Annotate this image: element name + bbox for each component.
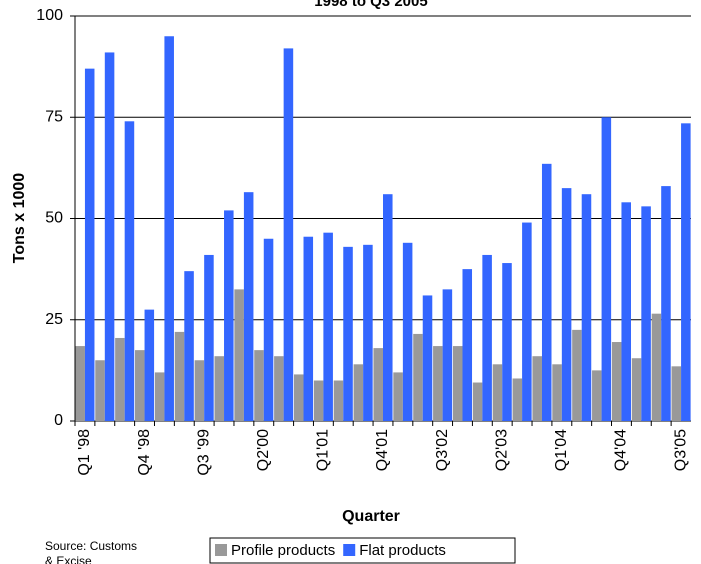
y-tick-label: 100 [36, 7, 63, 24]
bar [581, 194, 592, 421]
x-tick-label: Q1'01 [315, 429, 332, 471]
bar [661, 186, 671, 421]
y-tick-label: 50 [45, 210, 63, 227]
bar [333, 380, 344, 421]
bar [541, 163, 552, 421]
source-note: & Excise [45, 554, 92, 564]
bar [95, 360, 105, 421]
bar [243, 192, 254, 421]
y-axis-label: Tons x 1000 [11, 173, 28, 264]
bar [472, 382, 483, 421]
bar [592, 370, 602, 421]
bar [561, 188, 572, 421]
bar [383, 194, 393, 421]
x-tick-label: Q4'04 [613, 429, 630, 471]
bar [512, 378, 523, 421]
bar [263, 238, 274, 421]
bar [393, 372, 403, 421]
x-tick-label: Q1 '98 [76, 429, 93, 476]
x-axis-label: Quarter [342, 508, 400, 525]
bar [154, 372, 165, 421]
bar [502, 263, 512, 421]
bar [402, 242, 413, 421]
bar [274, 356, 284, 421]
bar [194, 360, 205, 421]
bar [283, 48, 294, 422]
bar [641, 206, 651, 421]
bar [413, 333, 423, 421]
bar [681, 123, 691, 421]
bar [174, 331, 185, 421]
legend-label: Flat products [359, 542, 446, 559]
x-tick-label: Q3 '99 [195, 429, 212, 476]
bar [452, 346, 463, 421]
bar [164, 36, 174, 421]
bar [651, 313, 662, 421]
bar [124, 121, 135, 422]
bar [601, 117, 612, 421]
x-tick-label: Q2'03 [493, 429, 510, 471]
bar [671, 366, 682, 421]
bar [104, 52, 115, 421]
bar [522, 222, 532, 421]
bar [75, 346, 85, 421]
bar [482, 254, 492, 421]
bar [135, 350, 145, 421]
bar [552, 364, 562, 421]
y-tick-label: 75 [45, 108, 63, 125]
bar [343, 246, 353, 421]
bar [214, 356, 225, 421]
bar [115, 337, 125, 421]
bar [363, 244, 373, 421]
bar [144, 309, 155, 421]
bar [224, 210, 234, 421]
bar [433, 346, 443, 421]
legend-swatch [343, 544, 356, 556]
x-tick-label: Q1'04 [553, 429, 570, 471]
source-note: Source: Customs [45, 539, 137, 553]
bar [84, 68, 95, 422]
bar [631, 358, 642, 421]
legend-box [209, 537, 516, 564]
bar [422, 295, 433, 421]
bar [492, 364, 503, 421]
legend-swatch [215, 544, 227, 556]
bar [254, 350, 264, 421]
y-tick-label: 25 [45, 311, 63, 328]
bar [373, 348, 383, 421]
bar [462, 269, 473, 421]
bar [572, 329, 582, 421]
bar [313, 380, 324, 421]
x-tick-label: Q3'02 [434, 429, 451, 471]
bar [323, 232, 333, 421]
x-tick-label: Q2'00 [255, 429, 272, 471]
bar [184, 271, 194, 421]
legend-label: Profile products [231, 542, 335, 559]
bar [442, 289, 453, 421]
x-tick-label: Q3'05 [672, 429, 689, 471]
bar [611, 342, 622, 421]
bar [621, 202, 631, 421]
x-tick-label: Q4'01 [374, 429, 391, 471]
x-tick-label: Q4 '98 [136, 429, 153, 476]
bar [204, 254, 214, 421]
bar [234, 289, 244, 421]
bar [353, 364, 364, 421]
bar [532, 356, 542, 421]
bar [303, 236, 314, 421]
chart-title: 1998 to Q3 2005 [314, 0, 427, 10]
bar [293, 374, 304, 421]
y-tick-label: 0 [54, 412, 63, 429]
